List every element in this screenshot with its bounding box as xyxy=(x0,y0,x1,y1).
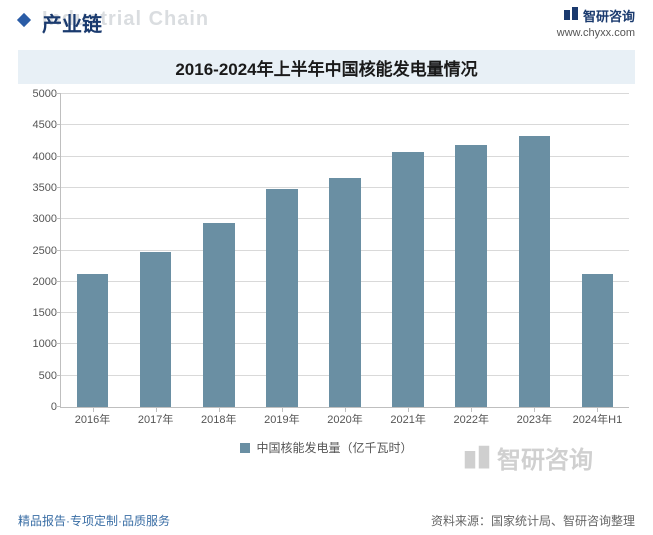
y-tick-label: 4000 xyxy=(19,151,57,163)
chart-legend: 中国核能发电量（亿千瓦时） xyxy=(18,439,635,456)
x-tick-label: 2022年 xyxy=(453,411,488,427)
chart-title-bar: 2016-2024年上半年中国核能发电量情况 xyxy=(18,50,635,84)
brand-logo-block: 智研咨询 www.chyxx.com xyxy=(557,6,635,39)
y-tick-label: 3500 xyxy=(19,182,57,194)
logo-mark-icon xyxy=(563,6,579,25)
legend-swatch xyxy=(240,443,250,453)
y-tick xyxy=(56,93,61,94)
header: Industrial Chain 产业链 智研咨询 www.chyxx.com xyxy=(0,0,653,44)
brand-url: www.chyxx.com xyxy=(557,27,635,39)
y-tick-label: 1000 xyxy=(19,338,57,350)
y-tick xyxy=(56,343,61,344)
bar xyxy=(329,178,361,407)
header-title-cn: 产业链 xyxy=(42,8,102,37)
x-tick-label: 2018年 xyxy=(201,411,236,427)
footer-left: 精品报告·专项定制·品质服务 xyxy=(18,512,170,529)
chart-plot: 0500100015002000250030003500400045005000… xyxy=(60,94,629,408)
bar xyxy=(392,152,424,407)
chart-title: 2016-2024年上半年中国核能发电量情况 xyxy=(175,55,477,80)
grid-line xyxy=(61,124,629,125)
chart-area: 0 500 1000 1500 2000 2500 3000 3500 4000 4500 5000… xyxy=(18,88,635,468)
y-tick xyxy=(56,250,61,251)
x-tick-label: 2023年 xyxy=(517,411,552,427)
x-tick-label: 2019年 xyxy=(264,411,299,427)
y-tick xyxy=(56,187,61,188)
bar xyxy=(455,145,487,407)
y-tick-label: 2000 xyxy=(19,276,57,288)
brand-logo-top: 智研咨询 xyxy=(557,6,635,25)
y-tick-label: 1500 xyxy=(19,307,57,319)
grid-line xyxy=(61,93,629,94)
y-tick xyxy=(56,375,61,376)
x-tick-label: 2021年 xyxy=(390,411,425,427)
legend-label: 中国核能发电量（亿千瓦时） xyxy=(256,439,412,456)
x-tick-label: 2017年 xyxy=(138,411,173,427)
x-tick-label: 2020年 xyxy=(327,411,362,427)
y-tick-label: 0 xyxy=(19,401,57,413)
diamond-icon xyxy=(16,12,32,28)
bar xyxy=(203,223,235,407)
bar xyxy=(140,252,172,407)
brand-name: 智研咨询 xyxy=(583,6,635,25)
bar xyxy=(77,274,109,407)
footer: 精品报告·专项定制·品质服务 资料来源：国家统计局、智研咨询整理 xyxy=(0,512,653,529)
y-tick xyxy=(56,312,61,313)
y-tick xyxy=(56,218,61,219)
bar xyxy=(519,136,551,407)
x-tick-label: 2024年H1 xyxy=(573,411,623,427)
bar xyxy=(266,189,298,407)
root-container: Industrial Chain 产业链 智研咨询 www.chyxx.com … xyxy=(0,0,653,535)
bar xyxy=(582,274,614,407)
y-tick xyxy=(56,406,61,407)
x-tick-label: 2016年 xyxy=(75,411,110,427)
y-tick xyxy=(56,124,61,125)
y-tick-label: 500 xyxy=(19,370,57,382)
y-tick-label: 5000 xyxy=(19,88,57,100)
y-tick-label: 4500 xyxy=(19,119,57,131)
y-tick xyxy=(56,156,61,157)
y-tick-label: 2500 xyxy=(19,245,57,257)
y-tick-label: 3000 xyxy=(19,213,57,225)
footer-right: 资料来源：国家统计局、智研咨询整理 xyxy=(431,512,635,529)
y-tick xyxy=(56,281,61,282)
